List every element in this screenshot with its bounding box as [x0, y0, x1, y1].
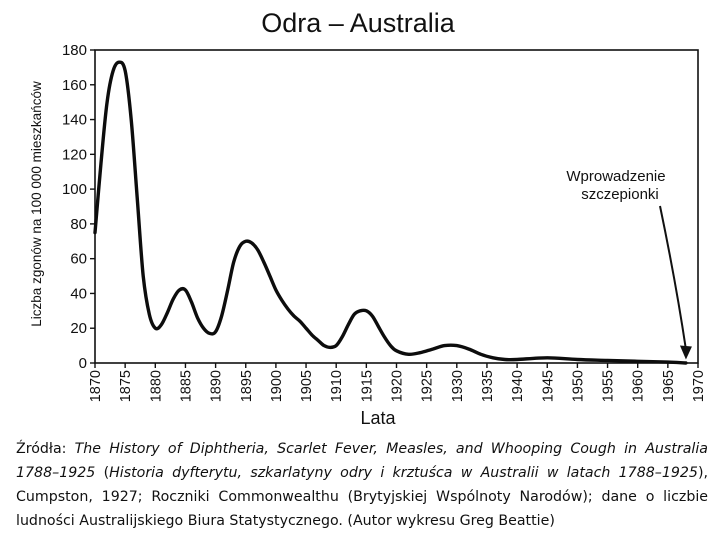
x-tick-label: 1970 — [691, 370, 707, 402]
arrow-shaft — [659, 205, 687, 350]
x-tick-label: 1935 — [480, 370, 496, 402]
y-tick-group: 0 20 40 60 80 100 120 140 160 180 — [62, 42, 95, 372]
x-tick-label: 1880 — [148, 370, 164, 402]
y-axis-label: Liczba zgonów na 100 000 mieszkańców — [29, 81, 44, 327]
annotation-line1: Wprowadzenie — [566, 168, 665, 185]
x-tick-label: 1900 — [269, 370, 285, 402]
x-tick-label: 1945 — [540, 370, 556, 402]
y-tick-label: 100 — [62, 181, 87, 198]
measles-chart: Odra – Australia Liczba zgonów na 100 00… — [29, 8, 707, 428]
x-axis-label: Lata — [360, 408, 396, 428]
y-tick-label: 180 — [62, 42, 87, 59]
y-tick-label: 160 — [62, 77, 87, 94]
annotation-line2: szczepionki — [581, 186, 659, 203]
chart-title: Odra – Australia — [261, 8, 456, 38]
x-tick-label: 1960 — [631, 370, 647, 402]
x-tick-label: 1965 — [661, 370, 677, 402]
x-tick-group: 1870 1875 1880 1885 1890 1895 1900 1905 1910 1915… — [88, 363, 707, 402]
x-tick-label: 1950 — [570, 370, 586, 402]
x-tick-label: 1905 — [299, 370, 315, 402]
y-tick-label: 40 — [70, 285, 87, 302]
series-line — [93, 60, 688, 365]
x-tick-label: 1925 — [420, 370, 436, 402]
x-tick-label: 1870 — [88, 370, 104, 402]
y-axis-label-group: Liczba zgonów na 100 000 mieszkańców — [29, 81, 44, 327]
y-tick-label: 20 — [70, 320, 87, 337]
source-caption: Źródła: The History of Diphtheria, Scarl… — [16, 437, 708, 533]
x-tick-label: 1895 — [239, 370, 255, 402]
x-tick-label: 1890 — [209, 370, 225, 402]
x-tick-label: 1915 — [359, 370, 375, 402]
arrow-head — [679, 345, 692, 360]
x-tick-label: 1910 — [329, 370, 345, 402]
caption-prefix: Źródła: — [16, 441, 75, 457]
plot-frame — [94, 49, 699, 364]
y-tick-label: 80 — [70, 216, 87, 233]
y-tick-label: 60 — [70, 251, 87, 268]
y-tick-label: 120 — [62, 146, 87, 163]
annotation-arrow — [659, 205, 692, 360]
x-tick-label: 1920 — [390, 370, 406, 402]
y-tick-label: 0 — [79, 355, 87, 372]
caption-title-en: The History of Diphtheria, Scarlet Fever… — [16, 441, 708, 481]
x-tick-label: 1940 — [510, 370, 526, 402]
caption-mid: ( — [95, 465, 110, 481]
caption-title-pl: Historia dyfterytu, szkarlatyny odry i k… — [109, 465, 698, 481]
y-tick-label: 140 — [62, 112, 87, 129]
x-tick-label: 1875 — [118, 370, 134, 402]
x-tick-label: 1930 — [450, 370, 466, 402]
x-tick-label: 1955 — [601, 370, 617, 402]
caption-rest: ), Cumpston, 1927; Roczniki Commonwealth… — [16, 465, 708, 529]
x-tick-label: 1885 — [178, 370, 194, 402]
